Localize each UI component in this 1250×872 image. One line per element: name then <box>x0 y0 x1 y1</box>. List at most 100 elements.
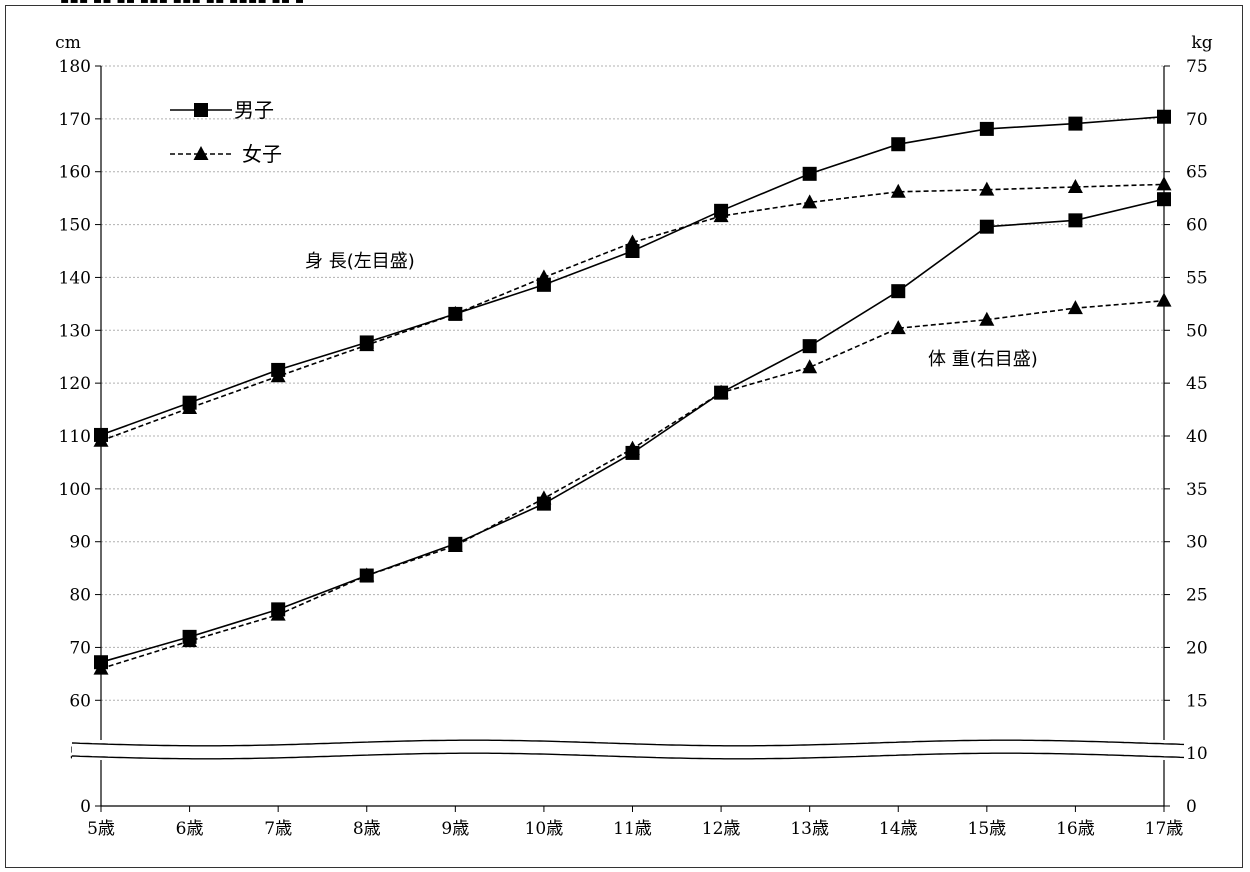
weight-male-series-line <box>100 198 1165 663</box>
weight-female-series-point <box>802 359 818 374</box>
x-tick-label: 8歳 <box>353 819 381 839</box>
x-axis-ticks: 5歳 6歳 7歳 8歳 9歳 10歳 11歳 12歳 13歳 14歳 15歳 16歳 17歳 <box>87 806 1183 839</box>
height-female-series-point <box>1156 176 1172 191</box>
x-tick-label: 7歳 <box>264 819 292 839</box>
right-tick-label: 60 <box>1186 216 1208 236</box>
height-male-series-point <box>1068 116 1083 131</box>
right-tick-label: 25 <box>1186 586 1208 606</box>
left-tick-label: 130 <box>59 321 91 341</box>
axis-break-lower-wave <box>71 752 1185 760</box>
height-female-series-point <box>890 183 906 198</box>
height-male-series-point <box>271 362 286 377</box>
height-female-series <box>93 176 1172 447</box>
x-tick-label: 13歳 <box>790 819 829 839</box>
left-tick-label: 170 <box>59 110 91 130</box>
x-tick-label: 17歳 <box>1145 819 1184 839</box>
svg-text:▪▪▪ ▪▪ ▪▪ ▪▪▪ ▪▪▪ ▪▪ ▪▪▪▪ ▪▪ ▪: ▪▪▪ ▪▪ ▪▪ ▪▪▪ ▪▪▪ ▪▪ ▪▪▪▪ ▪▪ ▪ <box>60 0 304 6</box>
series-layer <box>93 109 1172 675</box>
right-tick-label: 35 <box>1186 480 1208 500</box>
left-tick-label: 160 <box>59 163 91 183</box>
chart-frame <box>5 5 1243 868</box>
x-tick-label: 11歳 <box>613 819 652 839</box>
left-tick-label: 60 <box>69 691 91 711</box>
left-tick-label: 70 <box>69 638 91 658</box>
right-tick-label: 50 <box>1186 321 1208 341</box>
weight-male-series-point <box>714 385 729 400</box>
left-tick-label: 140 <box>59 268 91 288</box>
weight-male-series-point <box>979 219 994 234</box>
legend-female-marker <box>193 146 209 160</box>
right-tick-label: 45 <box>1186 374 1208 394</box>
right-tick-label: 75 <box>1186 57 1208 77</box>
weight-female-series-point <box>890 320 906 335</box>
height-male-series-point <box>979 121 994 136</box>
height-male-series-point <box>536 277 551 292</box>
left-tick-label: 90 <box>69 533 91 553</box>
weight-female-series-point <box>1067 300 1083 315</box>
left-tick-label: 120 <box>59 374 91 394</box>
x-tick-label: 16歳 <box>1056 819 1095 839</box>
left-tick-label: 100 <box>59 480 91 500</box>
right-tick-label: 15 <box>1186 691 1208 711</box>
x-tick-label: 9歳 <box>441 819 469 839</box>
weight-male-series-point <box>625 445 640 460</box>
annotations: 身 長(左目盛) 体 重(右目盛) <box>305 251 1038 370</box>
weight-male-series-point <box>536 496 551 511</box>
right-tick-label: 0 <box>1186 797 1197 817</box>
height-male-series-point <box>1157 109 1171 124</box>
weight-male-series-point <box>359 568 374 583</box>
left-tick-label: 110 <box>59 427 91 447</box>
x-tick-label: 12歳 <box>702 819 741 839</box>
legend-male-label: 男子 <box>234 98 274 122</box>
cropped-header-strip: ▪▪▪ ▪▪ ▪▪ ▪▪▪ ▪▪▪ ▪▪ ▪▪▪▪ ▪▪ ▪ <box>60 0 304 6</box>
legend-male-marker <box>194 103 208 117</box>
weight-male-series <box>94 192 1171 670</box>
weight-annotation: 体 重(右目盛) <box>928 349 1038 370</box>
right-tick-label: 10 <box>1186 744 1208 764</box>
right-tick-label: 40 <box>1186 427 1208 447</box>
right-axis-unit: kg <box>1191 33 1212 53</box>
weight-male-series-point <box>1068 213 1083 228</box>
left-tick-label: 80 <box>69 586 91 606</box>
right-tick-label: 70 <box>1186 110 1208 130</box>
left-tick-label: 0 <box>80 797 91 817</box>
left-axis-unit: cm <box>55 33 81 53</box>
height-female-series-point <box>979 181 995 196</box>
x-tick-label: 15歳 <box>968 819 1007 839</box>
right-axis-ticks: 0 10 15 20 25 30 35 40 45 50 55 60 65 70 75 <box>1164 57 1208 817</box>
height-male-series-point <box>802 166 817 181</box>
weight-female-series-point <box>1156 292 1172 307</box>
right-tick-label: 20 <box>1186 638 1208 658</box>
height-male-series-point <box>448 306 463 321</box>
legend-female-label: 女子 <box>242 142 282 166</box>
left-tick-label: 180 <box>59 57 91 77</box>
height-male-series-point <box>182 395 197 410</box>
right-tick-label: 65 <box>1186 163 1208 183</box>
x-tick-label: 6歳 <box>176 819 204 839</box>
x-tick-label: 10歳 <box>525 819 564 839</box>
left-tick-label: 150 <box>59 216 91 236</box>
x-tick-label: 5歳 <box>87 819 115 839</box>
axis-break-upper-wave <box>71 739 1185 747</box>
height-male-series-point <box>625 244 640 258</box>
height-male-series-point <box>714 203 729 218</box>
height-female-series-point <box>1067 179 1083 194</box>
weight-male-series-point <box>1157 192 1171 207</box>
weight-male-series-point <box>271 602 286 617</box>
height-male-series-point <box>94 427 108 442</box>
weight-female-series-point <box>979 311 995 326</box>
axes: cm kg <box>55 33 1213 807</box>
weight-male-series-point <box>182 629 197 644</box>
height-female-series-point <box>802 194 818 209</box>
weight-male-series-point <box>94 655 108 670</box>
x-tick-label: 14歳 <box>879 819 918 839</box>
height-male-series <box>94 109 1171 442</box>
height-female-series-line <box>100 183 1165 442</box>
right-tick-label: 30 <box>1186 533 1208 553</box>
height-annotation: 身 長(左目盛) <box>305 251 415 272</box>
weight-male-series-point <box>802 339 817 354</box>
height-male-series-point <box>891 137 906 152</box>
axis-break-mark <box>71 739 1185 760</box>
